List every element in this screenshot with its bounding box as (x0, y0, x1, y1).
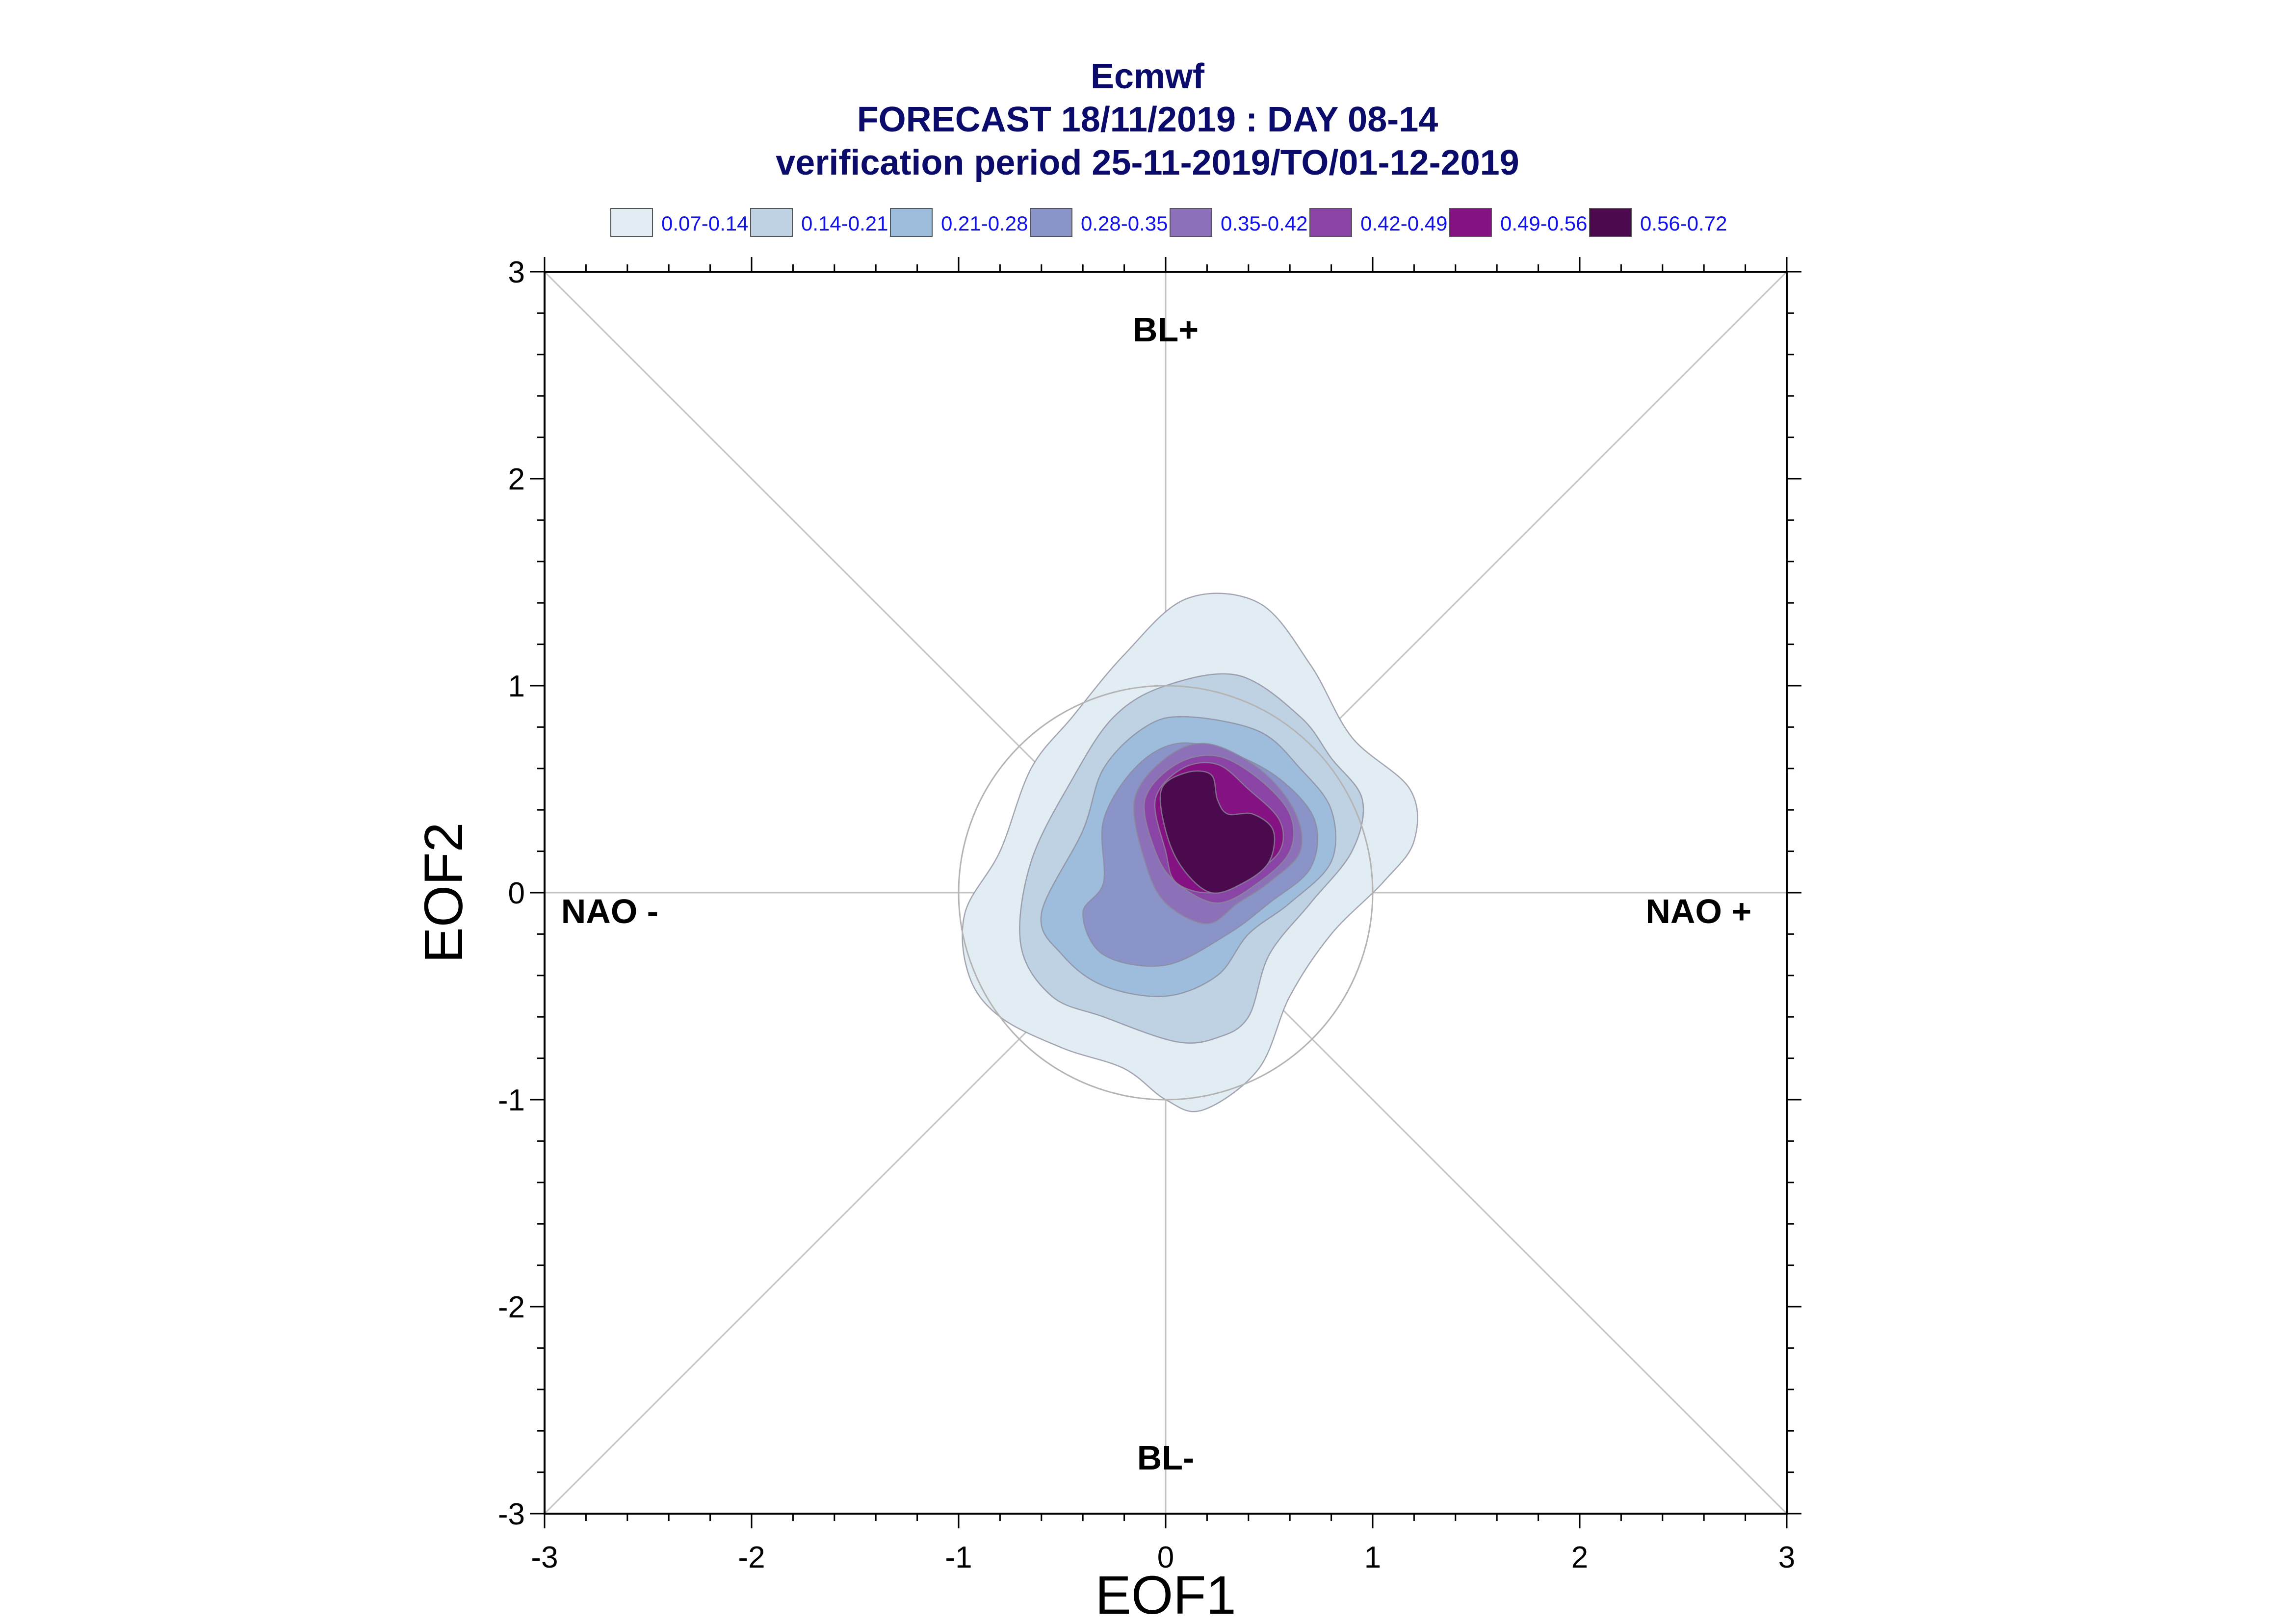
legend-swatch (1170, 208, 1212, 237)
y-tick-label: 0 (508, 876, 525, 910)
legend-label: 0.21-0.28 (941, 212, 1028, 235)
title-line: FORECAST 18/11/2019 : DAY 08-14 (857, 100, 1438, 139)
x-axis-title: EOF1 (1095, 1565, 1236, 1624)
chart-title: Ecmwf FORECAST 18/11/2019 : DAY 08-14 veri… (776, 57, 1519, 182)
x-tick-label: -1 (945, 1541, 972, 1574)
y-tick-label: 3 (508, 256, 525, 289)
legend-label: 0.42-0.49 (1360, 212, 1447, 235)
contour-band (1159, 770, 1276, 894)
x-tick-label: 3 (1778, 1541, 1795, 1574)
legend-label: 0.07-0.14 (661, 212, 748, 235)
x-tick-label: 1 (1364, 1541, 1381, 1574)
legend-swatch (750, 208, 793, 237)
regime-label-right: NAO + (1645, 892, 1751, 930)
y-tick-label: 1 (508, 670, 525, 703)
legend-swatch (1030, 208, 1072, 237)
regime-label-left: NAO - (561, 892, 658, 930)
x-tick-label: -3 (531, 1541, 558, 1574)
plot-area (544, 271, 1788, 1515)
regime-label-top: BL+ (1133, 310, 1199, 349)
title-line: Ecmwf (1091, 57, 1205, 96)
reference-circle (958, 685, 1374, 1101)
legend-swatch (1449, 208, 1492, 237)
y-tick-label: -3 (498, 1497, 525, 1531)
y-axis-title: EOF2 (414, 822, 474, 963)
y-tick-label: -1 (498, 1083, 525, 1117)
y-tick-label: -2 (498, 1290, 525, 1324)
contour-layers (962, 593, 1418, 1112)
x-tick-label: 2 (1571, 1541, 1588, 1574)
regime-labels: BL+ BL- NAO - NAO + (561, 310, 1752, 1477)
regime-label-bottom: BL- (1137, 1439, 1195, 1477)
legend: 0.07-0.14 0.14-0.21 0.21-0.28 0.28-0.35 0.35… (610, 208, 1727, 237)
x-tick-label: -2 (738, 1541, 765, 1574)
axes: -3 -2 -1 0 1 2 3 -3 -2 -1 0 1 2 3 EOF1 EOF2 (414, 256, 1801, 1624)
title-line: verification period 25-11-2019/TO/01-12-… (776, 143, 1519, 182)
y-tick-label: 2 (508, 463, 525, 496)
legend-label: 0.56-0.72 (1640, 212, 1727, 235)
tick-marks (530, 257, 1801, 1528)
legend-swatch (890, 208, 933, 237)
legend-label: 0.28-0.35 (1081, 212, 1168, 235)
legend-swatch (610, 208, 653, 237)
legend-label: 0.14-0.21 (801, 212, 888, 235)
x-tick-label: 0 (1157, 1541, 1174, 1574)
legend-label: 0.49-0.56 (1500, 212, 1587, 235)
legend-swatch (1589, 208, 1632, 237)
legend-label: 0.35-0.42 (1221, 212, 1307, 235)
legend-swatch (1309, 208, 1352, 237)
